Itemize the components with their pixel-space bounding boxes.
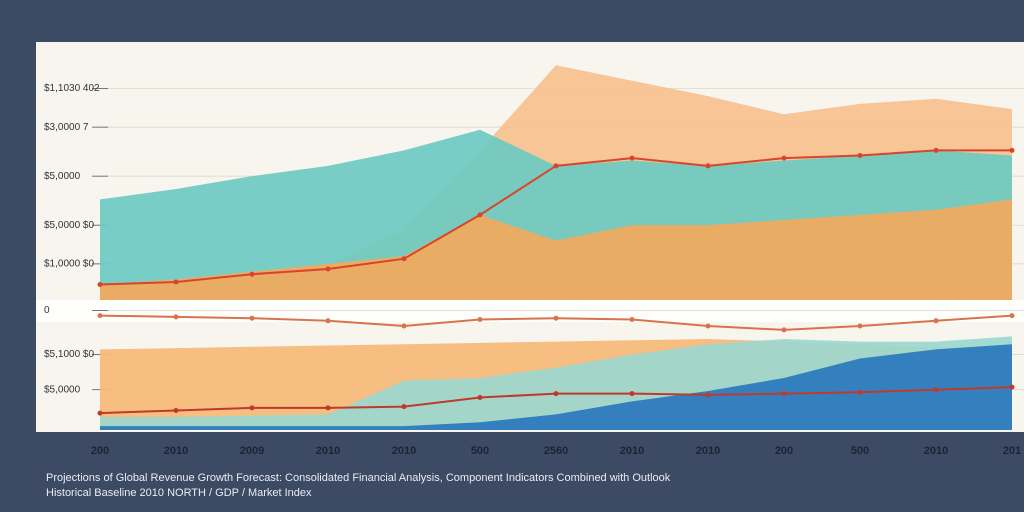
- x-tick-label: 2010: [924, 445, 948, 457]
- point: [173, 314, 179, 320]
- point: [857, 389, 863, 395]
- point: [325, 266, 331, 272]
- y-tick-label: $3,0000 7: [44, 122, 89, 133]
- point: [325, 405, 331, 411]
- point: [933, 318, 939, 324]
- point: [401, 404, 407, 410]
- point: [249, 315, 255, 321]
- x-tick-label: 200: [91, 445, 109, 457]
- series-area: [100, 199, 1012, 300]
- upper-panel: [92, 65, 1024, 300]
- x-tick-label: 201: [1003, 445, 1021, 457]
- y-tick-label: $5,1000 $0: [44, 349, 94, 360]
- x-tick-label: 2560: [544, 445, 568, 457]
- x-axis: 200 2010 2009 2010 2010 500 2560 2010 2010 200 500…: [91, 445, 1021, 457]
- point: [553, 163, 559, 169]
- point: [781, 327, 787, 333]
- y-tick-label: $5,0000: [44, 384, 81, 395]
- footer-background: [0, 432, 1024, 512]
- x-tick-label: 2010: [620, 445, 644, 457]
- x-tick-label: 500: [471, 445, 489, 457]
- point: [629, 317, 635, 322]
- x-tick-label: 2009: [240, 445, 264, 457]
- point: [857, 153, 863, 159]
- point: [553, 391, 559, 397]
- point: [173, 279, 179, 285]
- x-tick-label: 2010: [392, 445, 416, 457]
- x-tick-label: 200: [775, 445, 793, 457]
- footer-line: Historical Baseline 2010 NORTH / GDP / M…: [46, 487, 312, 499]
- x-tick-label: 500: [851, 445, 869, 457]
- point: [97, 410, 103, 416]
- point: [933, 387, 939, 393]
- point: [1009, 147, 1015, 153]
- point: [857, 323, 863, 329]
- point: [705, 323, 711, 329]
- x-tick-label: 2010: [696, 445, 720, 457]
- point: [401, 256, 407, 262]
- point: [249, 405, 255, 411]
- point: [553, 315, 559, 321]
- point: [97, 313, 103, 319]
- point: [705, 392, 711, 398]
- point: [629, 155, 635, 161]
- point: [401, 323, 407, 329]
- x-tick-label: 2010: [164, 445, 188, 457]
- point: [477, 395, 483, 400]
- point: [705, 163, 711, 169]
- point: [781, 391, 787, 397]
- point: [325, 318, 331, 324]
- point: [477, 212, 483, 218]
- panel-divider: [36, 300, 1024, 322]
- y-tick-label: $5,0000: [44, 171, 81, 182]
- series-area: [100, 344, 1012, 430]
- point: [477, 317, 483, 322]
- point: [173, 408, 179, 413]
- y-tick-label: 0: [44, 305, 50, 316]
- x-tick-label: 2010: [316, 445, 340, 457]
- y-tick-label: $1,0000 $0: [44, 259, 94, 270]
- point: [933, 147, 939, 153]
- footer-line: Projections of Global Revenue Growth For…: [46, 472, 671, 484]
- point: [249, 271, 255, 277]
- lower-panel: [92, 309, 1024, 430]
- point: [97, 282, 103, 288]
- point: [1009, 313, 1015, 319]
- y-tick-label: $5,0000 $0: [44, 220, 94, 231]
- point: [781, 155, 787, 161]
- point: [1009, 384, 1015, 390]
- y-tick-label: $1,1030 402: [44, 83, 100, 94]
- point: [629, 391, 635, 397]
